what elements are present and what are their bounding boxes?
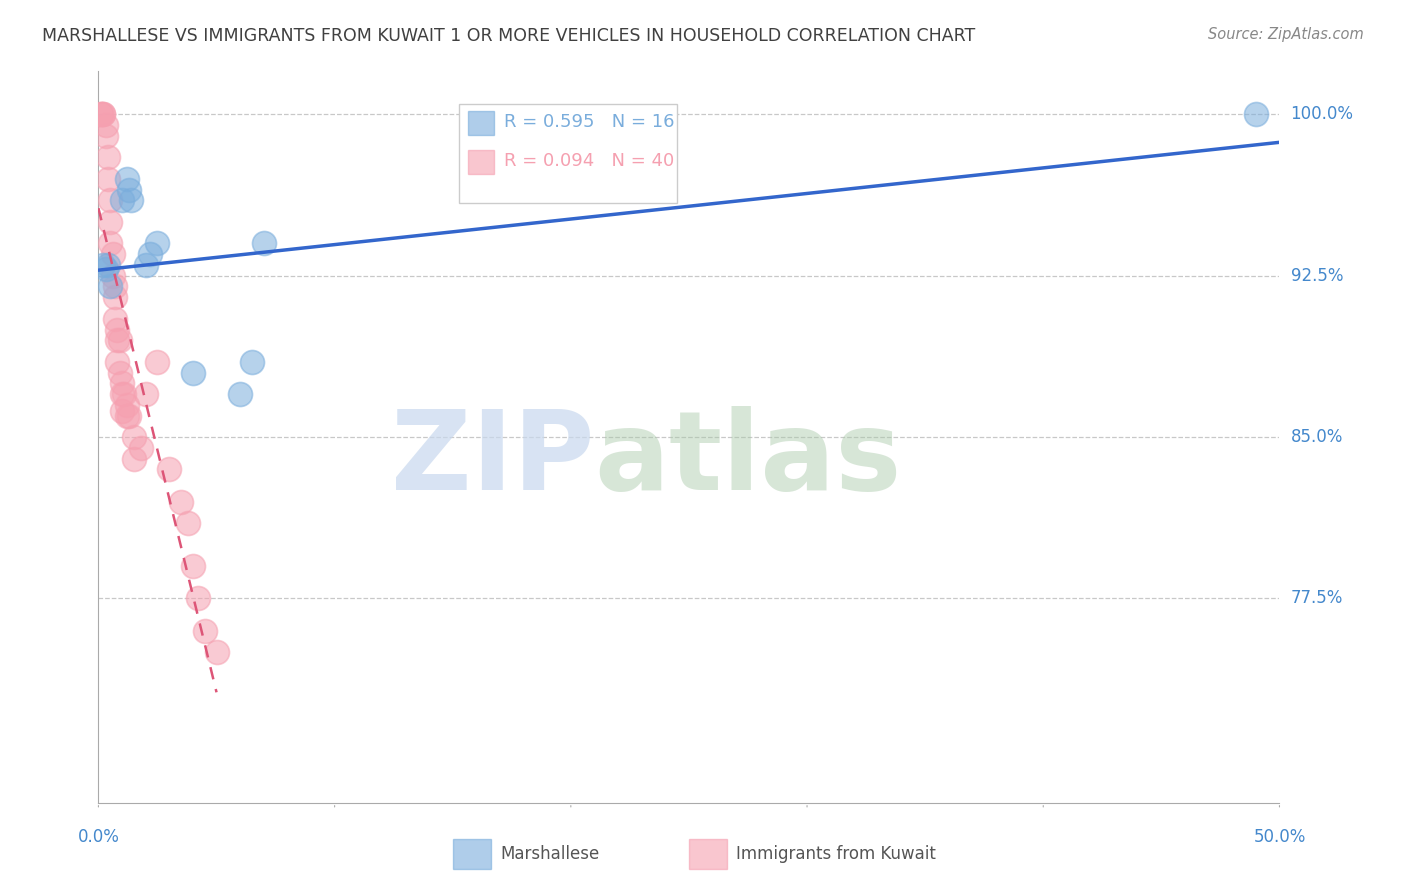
Point — [118, 183, 141, 197]
Point — [111, 194, 134, 208]
Point — [115, 172, 138, 186]
Point — [111, 376, 134, 391]
Text: 92.5%: 92.5% — [1291, 267, 1343, 285]
Point — [112, 387, 135, 401]
Point — [135, 387, 157, 401]
Point — [122, 430, 145, 444]
Point — [105, 333, 128, 347]
Point — [240, 355, 263, 369]
Text: Marshallese: Marshallese — [501, 845, 599, 863]
Text: 0.0%: 0.0% — [77, 828, 120, 846]
Point — [111, 387, 134, 401]
Point — [170, 494, 193, 508]
Text: 85.0%: 85.0% — [1291, 428, 1343, 446]
Text: 77.5%: 77.5% — [1291, 590, 1343, 607]
Point — [101, 268, 124, 283]
Point — [194, 624, 217, 638]
Text: atlas: atlas — [595, 406, 901, 513]
Point — [97, 258, 120, 272]
Point — [181, 366, 204, 380]
Text: Source: ZipAtlas.com: Source: ZipAtlas.com — [1208, 27, 1364, 42]
Point — [157, 462, 180, 476]
Point — [94, 128, 117, 143]
Point — [146, 236, 169, 251]
Bar — [468, 111, 494, 135]
Point — [135, 258, 157, 272]
Text: R = 0.595   N = 16: R = 0.595 N = 16 — [503, 112, 673, 131]
Point — [104, 279, 127, 293]
Point — [121, 194, 143, 208]
Point — [90, 107, 112, 121]
Point — [94, 262, 117, 277]
Point — [139, 247, 162, 261]
Bar — [468, 150, 494, 174]
Point — [105, 322, 128, 336]
Point — [97, 150, 120, 164]
Point — [101, 247, 124, 261]
Point — [181, 559, 204, 574]
Point — [146, 355, 169, 369]
Point — [118, 409, 141, 423]
Text: MARSHALLESE VS IMMIGRANTS FROM KUWAIT 1 OR MORE VEHICLES IN HOUSEHOLD CORRELATIO: MARSHALLESE VS IMMIGRANTS FROM KUWAIT 1 … — [42, 27, 976, 45]
Text: ZIP: ZIP — [391, 406, 595, 513]
Point — [98, 194, 121, 208]
Point — [98, 215, 121, 229]
Point — [177, 516, 200, 530]
Point — [187, 591, 209, 606]
Point — [104, 311, 127, 326]
Point — [122, 451, 145, 466]
Point — [90, 107, 112, 121]
Point — [105, 355, 128, 369]
Text: Immigrants from Kuwait: Immigrants from Kuwait — [737, 845, 936, 863]
FancyBboxPatch shape — [458, 104, 678, 203]
Point — [205, 645, 228, 659]
Text: 50.0%: 50.0% — [1253, 828, 1306, 846]
Point — [91, 107, 114, 121]
Bar — [453, 839, 491, 869]
Point — [104, 290, 127, 304]
Text: R = 0.094   N = 40: R = 0.094 N = 40 — [503, 152, 673, 169]
Point — [94, 118, 117, 132]
Bar — [689, 839, 727, 869]
Point — [253, 236, 276, 251]
Point — [115, 398, 138, 412]
Point — [91, 107, 114, 121]
Text: 100.0%: 100.0% — [1291, 105, 1354, 123]
Point — [108, 333, 131, 347]
Point — [98, 236, 121, 251]
Point — [97, 172, 120, 186]
Point — [115, 409, 138, 423]
Point — [98, 279, 121, 293]
Point — [111, 404, 134, 418]
Point — [229, 387, 252, 401]
Point — [1244, 107, 1267, 121]
Point — [129, 441, 152, 455]
Point — [108, 366, 131, 380]
Point — [91, 258, 114, 272]
